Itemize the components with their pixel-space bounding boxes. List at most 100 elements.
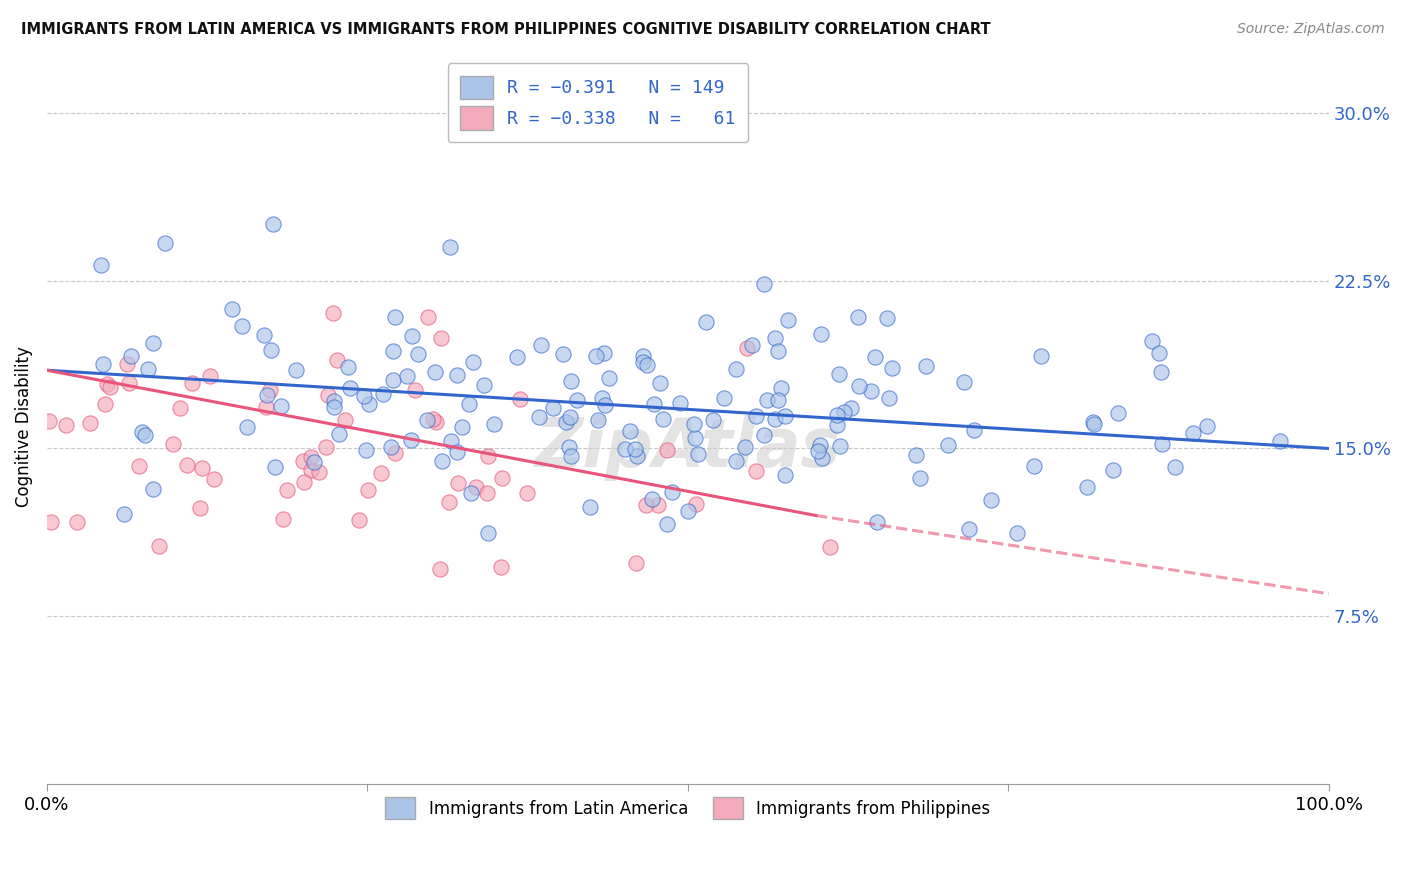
Point xyxy=(482,417,505,432)
Point xyxy=(55,417,77,432)
Point xyxy=(655,516,678,531)
Point xyxy=(339,381,361,395)
Point xyxy=(936,438,959,452)
Point xyxy=(908,471,931,485)
Point xyxy=(825,408,848,422)
Point xyxy=(724,362,747,376)
Point xyxy=(162,437,184,451)
Point xyxy=(354,442,377,457)
Point xyxy=(678,504,700,518)
Point xyxy=(416,310,439,324)
Text: ZipAtlas: ZipAtlas xyxy=(534,415,841,481)
Point xyxy=(450,419,472,434)
Point xyxy=(477,526,499,541)
Point xyxy=(643,397,665,411)
Point xyxy=(825,417,848,432)
Point xyxy=(458,397,481,411)
Point xyxy=(859,384,882,399)
Point xyxy=(863,351,886,365)
Point xyxy=(624,557,647,571)
Point xyxy=(308,465,330,479)
Point xyxy=(1270,434,1292,448)
Point xyxy=(1152,437,1174,451)
Point xyxy=(396,369,419,384)
Point xyxy=(1029,349,1052,363)
Point xyxy=(335,413,357,427)
Point xyxy=(180,376,202,390)
Point xyxy=(741,337,763,351)
Point xyxy=(446,368,468,383)
Point xyxy=(66,515,89,529)
Point xyxy=(404,383,426,397)
Point xyxy=(685,497,707,511)
Point xyxy=(648,376,671,390)
Point xyxy=(357,483,380,497)
Point xyxy=(128,459,150,474)
Point xyxy=(558,440,581,454)
Point xyxy=(299,463,322,477)
Point xyxy=(641,491,664,506)
Point xyxy=(1147,346,1170,360)
Point xyxy=(619,424,641,438)
Point xyxy=(586,413,609,427)
Y-axis label: Cognitive Disability: Cognitive Disability xyxy=(15,346,32,507)
Point xyxy=(713,391,735,405)
Point xyxy=(370,466,392,480)
Text: IMMIGRANTS FROM LATIN AMERICA VS IMMIGRANTS FROM PHILIPPINES COGNITIVE DISABILIT: IMMIGRANTS FROM LATIN AMERICA VS IMMIGRA… xyxy=(21,22,991,37)
Point xyxy=(810,326,832,341)
Point xyxy=(256,388,278,402)
Point xyxy=(359,397,381,411)
Point xyxy=(655,442,678,457)
Point xyxy=(613,442,636,456)
Point xyxy=(807,444,830,458)
Point xyxy=(734,440,756,454)
Point xyxy=(773,409,796,423)
Point xyxy=(661,485,683,500)
Point xyxy=(529,410,551,425)
Point xyxy=(579,500,602,515)
Point xyxy=(336,359,359,374)
Point xyxy=(221,301,243,316)
Point xyxy=(176,458,198,472)
Point xyxy=(271,512,294,526)
Point xyxy=(399,434,422,448)
Point xyxy=(1164,459,1187,474)
Point xyxy=(756,393,779,408)
Point xyxy=(259,343,281,357)
Point xyxy=(302,455,325,469)
Point xyxy=(430,454,453,468)
Point xyxy=(541,401,564,416)
Point xyxy=(447,476,470,491)
Point xyxy=(915,359,938,373)
Point xyxy=(554,416,576,430)
Point xyxy=(461,355,484,369)
Legend: Immigrants from Latin America, Immigrants from Philippines: Immigrants from Latin America, Immigrant… xyxy=(378,790,997,825)
Point xyxy=(1083,417,1105,432)
Point xyxy=(148,539,170,553)
Text: Source: ZipAtlas.com: Source: ZipAtlas.com xyxy=(1237,22,1385,37)
Point xyxy=(866,516,889,530)
Point xyxy=(506,350,529,364)
Point xyxy=(830,439,852,453)
Point xyxy=(96,377,118,392)
Point xyxy=(695,315,717,329)
Point xyxy=(631,355,654,369)
Point xyxy=(880,361,903,376)
Point xyxy=(848,310,870,324)
Point xyxy=(551,347,574,361)
Point xyxy=(1022,459,1045,474)
Point xyxy=(315,440,337,454)
Point xyxy=(190,461,212,475)
Point xyxy=(254,401,277,415)
Point xyxy=(94,397,117,411)
Point xyxy=(560,375,582,389)
Point xyxy=(509,392,531,406)
Point xyxy=(262,217,284,231)
Point xyxy=(437,495,460,509)
Point xyxy=(1107,406,1129,420)
Point xyxy=(636,358,658,372)
Point xyxy=(460,486,482,500)
Point xyxy=(905,448,928,462)
Point xyxy=(848,378,870,392)
Point xyxy=(745,409,768,424)
